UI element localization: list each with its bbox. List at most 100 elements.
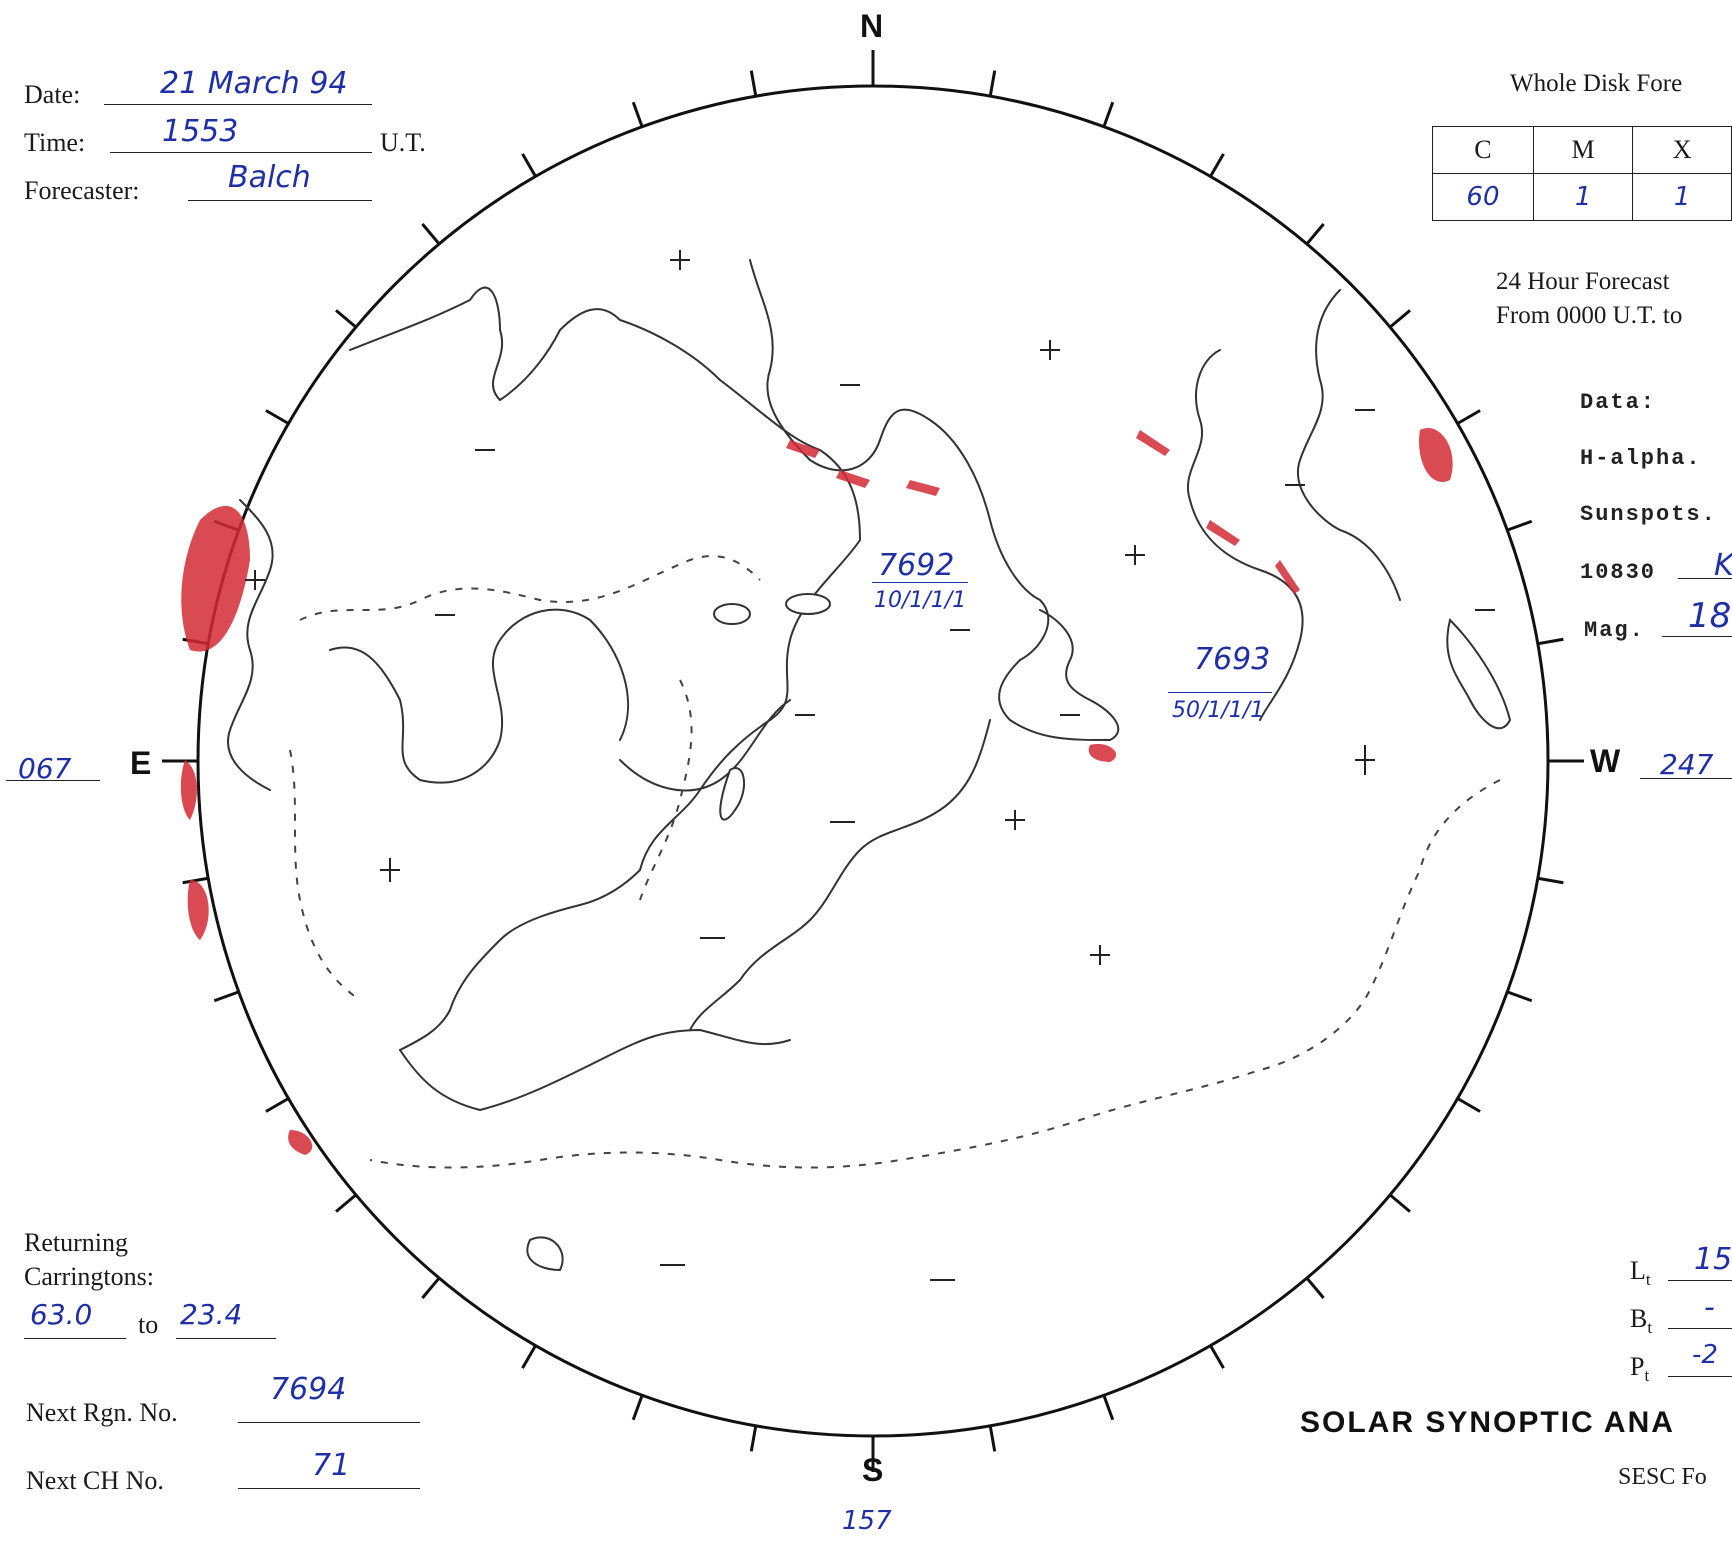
dashed-boundary-south [369,779,1501,1169]
data-heading: Data: [1580,390,1657,415]
plage-regions [180,428,1453,1155]
plage-7692-a [786,440,820,458]
dashed-boundary-east [289,749,361,1001]
pt-underline [1668,1376,1732,1377]
returning-from-value[interactable]: 63.0 [30,1298,93,1331]
date-value[interactable]: 21 March 94 [160,66,348,101]
region-7692-divider [872,582,968,583]
plage-7693-c [1275,560,1300,594]
plage-east-limb-south [187,880,209,940]
he10830-underline [1678,578,1732,579]
plage-west-loop [1088,743,1117,762]
neutral-line-central [399,539,861,1051]
forecaster-value[interactable]: Balch [228,160,311,195]
tick-170 [988,1425,997,1452]
forecast-val-m[interactable]: 1 [1532,173,1634,221]
west-value[interactable]: 247 [1660,748,1714,781]
forecaster-underline [188,200,372,201]
tick-40 [1305,223,1325,245]
neutral-line-north-b [749,259,1050,661]
neutral-line-mid [619,699,791,792]
forecast-val-x[interactable]: 1 [1632,173,1732,221]
he10830-label: 10830 [1580,560,1657,585]
tick-300 [265,409,290,425]
forecast-col-c: C [1432,126,1534,174]
tick-230 [335,1193,357,1213]
region-7692-class[interactable]: 10/1/1/1 [874,588,967,613]
next-ch-underline [238,1488,420,1489]
neutral-line-south-b [689,719,991,1031]
compass-south: S [862,1452,884,1488]
tick-250 [213,990,240,1003]
date-label: Date: [24,80,81,109]
degree-ticks [182,70,1564,1452]
forecaster-label: Forecaster: [24,176,140,205]
polarity-plus-8 [1090,945,1110,965]
south-value[interactable]: 157 [842,1506,892,1536]
footer-title: SOLAR SYNOPTIC ANA [1300,1406,1675,1439]
plage-7692-c [906,480,940,496]
tick-100 [1537,876,1564,885]
he10830-value[interactable]: K [1714,548,1732,583]
polarity-plus-2 [1040,340,1060,360]
tick-140 [1305,1277,1325,1299]
time-label: Time: [24,128,86,157]
region-7693-number[interactable]: 7693 [1194,642,1271,677]
returning-label-2: Carringtons: [24,1262,154,1291]
neutral-line-north-a [349,286,861,541]
pt-value[interactable]: -2 [1692,1340,1718,1370]
plage-west-north [1419,428,1453,482]
dashed-boundaries [289,555,1501,1169]
flare-forecast-table: C M X 60 1 1 [1432,126,1732,221]
pt-label: Pt [1630,1352,1650,1386]
next-ch-value[interactable]: 71 [312,1448,351,1483]
tick-260 [182,876,209,885]
forecast-val-c[interactable]: 60 [1432,173,1534,221]
east-value[interactable]: 067 [18,752,72,785]
tick-60 [1456,409,1481,425]
filament-west-limb [1446,618,1512,730]
plage-east-limb-mid [180,760,197,820]
polarity-marks [245,250,1495,1281]
returning-to-value[interactable]: 23.4 [180,1298,243,1331]
lt-underline [1668,1280,1732,1281]
tick-190 [749,1425,758,1452]
tick-50 [1389,309,1411,329]
neutral-line-west-loop [998,609,1120,741]
neutral-line-west-a [1187,349,1304,721]
tick-330 [521,153,537,178]
plage-east-limb-far-south [288,1130,313,1155]
next-rgn-label: Next Rgn. No. [26,1398,178,1427]
polarity-plus-6 [1005,810,1025,830]
west-value-underline [1640,778,1732,779]
tick-320 [421,223,441,245]
date-underline [104,104,372,105]
lt-label: Lt [1630,1256,1651,1290]
region-7693-divider [1168,692,1272,693]
bt-label: Bt [1630,1304,1653,1338]
time-value[interactable]: 1553 [162,114,239,149]
neutral-line-limb-east [227,499,274,791]
time-unit: U.T. [380,128,426,157]
returning-from-underline [24,1338,126,1339]
mag-label: Mag. [1584,618,1645,643]
bt-value[interactable]: - [1704,1290,1715,1325]
filament-ring-b [785,593,831,615]
next-ch-label: Next CH No. [26,1466,164,1495]
compass-east: E [130,745,152,781]
tick-10 [988,70,997,97]
tick-30 [1209,153,1225,178]
next-rgn-value[interactable]: 7694 [270,1372,347,1407]
plage-east-limb-north [181,505,250,652]
time-underline [110,152,372,153]
region-7692-number[interactable]: 7692 [878,548,955,583]
mag-value[interactable]: 18 [1688,596,1732,636]
region-7693-class[interactable]: 50/1/1/1 [1172,698,1265,723]
footer-subtitle: SESC Fo [1618,1464,1707,1490]
lt-value[interactable]: 15 [1694,1242,1732,1277]
tick-110 [1506,990,1533,1003]
polarity-plus-4 [1125,545,1145,565]
compass-north: N [860,8,884,44]
polarity-plus-7 [380,858,400,882]
